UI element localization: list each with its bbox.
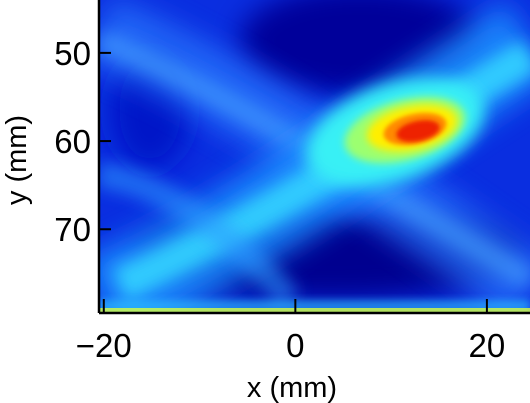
x-axis-ticks: −20 0 20 xyxy=(76,299,505,364)
heatmap-band-descending-core xyxy=(99,29,530,290)
y-axis-label: y (mm) xyxy=(1,115,33,205)
x-tick-label: 0 xyxy=(286,327,304,364)
x-axis-label: x (mm) xyxy=(247,372,337,403)
y-tick-label: 50 xyxy=(54,35,91,72)
x-tick-label: 20 xyxy=(469,327,506,364)
heatmap-bottom-strip xyxy=(99,308,530,313)
y-tick-label: 60 xyxy=(54,123,91,160)
y-axis-ticks: 50 60 70 xyxy=(54,35,111,248)
y-tick-label: 70 xyxy=(54,211,91,248)
heatmap-plot-area xyxy=(99,0,530,313)
heatmap-arc-left xyxy=(99,162,300,309)
heatmap-hotspot-peak xyxy=(396,120,440,142)
x-tick-label: −20 xyxy=(76,327,132,364)
